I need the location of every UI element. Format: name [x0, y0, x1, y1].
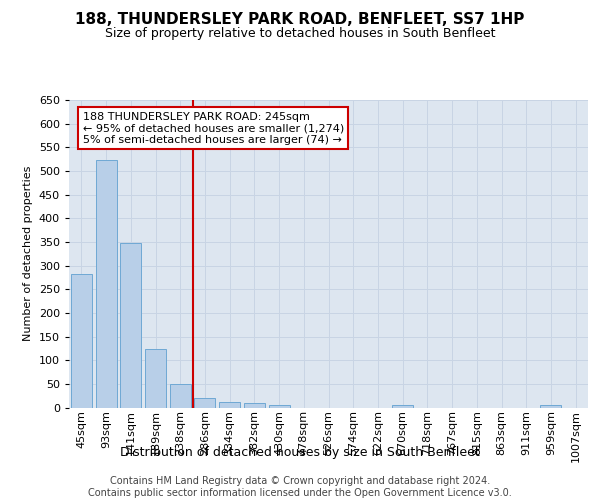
- Bar: [71, 274, 92, 407]
- Bar: [541, 405, 562, 407]
- Text: Contains HM Land Registry data © Crown copyright and database right 2024.
Contai: Contains HM Land Registry data © Crown c…: [88, 476, 512, 498]
- Bar: [269, 404, 290, 407]
- Y-axis label: Number of detached properties: Number of detached properties: [23, 166, 33, 342]
- Bar: [170, 384, 191, 407]
- Bar: [120, 244, 141, 408]
- Text: 188, THUNDERSLEY PARK ROAD, BENFLEET, SS7 1HP: 188, THUNDERSLEY PARK ROAD, BENFLEET, SS…: [76, 12, 524, 28]
- Bar: [392, 405, 413, 407]
- Bar: [194, 398, 215, 407]
- Text: 188 THUNDERSLEY PARK ROAD: 245sqm
← 95% of detached houses are smaller (1,274)
5: 188 THUNDERSLEY PARK ROAD: 245sqm ← 95% …: [83, 112, 344, 145]
- Text: Size of property relative to detached houses in South Benfleet: Size of property relative to detached ho…: [105, 28, 495, 40]
- Bar: [219, 402, 240, 407]
- Text: Distribution of detached houses by size in South Benfleet: Distribution of detached houses by size …: [120, 446, 480, 459]
- Bar: [244, 403, 265, 407]
- Bar: [95, 160, 116, 408]
- Bar: [145, 349, 166, 408]
